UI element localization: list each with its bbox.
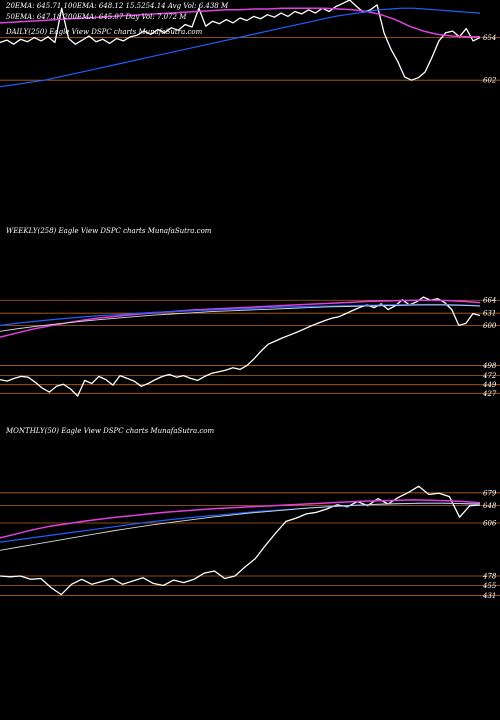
monthly-ema-white-line bbox=[0, 502, 481, 551]
daily-price-line bbox=[0, 0, 481, 81]
weekly-tick-label-6: 427 bbox=[482, 390, 497, 398]
monthly-tick-label-4: 455 bbox=[482, 582, 497, 590]
monthly-ema-magenta-line bbox=[0, 499, 481, 539]
monthly-tick-label-1: 648 bbox=[483, 502, 497, 510]
monthly-tick-label-5: 431 bbox=[482, 592, 496, 600]
daily-tick-label-1: 602 bbox=[483, 77, 497, 85]
daily-caption: DAILY(250) Eagle View DSPC charts Munafa… bbox=[5, 28, 203, 36]
weekly-tick-label-4: 472 bbox=[482, 372, 497, 380]
header-line-1: 20EMA: 645.71 100EMA: 648.12 15.5254.14 … bbox=[5, 2, 229, 10]
monthly-price-line bbox=[0, 485, 481, 596]
header-line-2: 50EMA: 647.18 200EMA: 645.07 Day Vol: 7.… bbox=[6, 13, 187, 21]
weekly-tick-label-3: 498 bbox=[482, 362, 497, 370]
weekly-caption: WEEKLY(258) Eagle View DSPC charts Munaf… bbox=[6, 227, 212, 235]
weekly-ema-white-line bbox=[0, 304, 481, 332]
weekly-ema-magenta-line bbox=[0, 299, 481, 338]
daily-panel: 654 602 bbox=[0, 0, 500, 88]
weekly-tick-label-1: 631 bbox=[483, 310, 496, 318]
weekly-ema-blue-line bbox=[0, 303, 481, 326]
monthly-tick-label-0: 679 bbox=[483, 489, 497, 497]
monthly-tick-label-3: 478 bbox=[482, 573, 497, 581]
daily-ema-magenta-line bbox=[0, 7, 480, 38]
weekly-tick-label-0: 664 bbox=[483, 297, 496, 305]
weekly-tick-label-5: 449 bbox=[482, 381, 497, 389]
daily-ema-blue-line bbox=[0, 7, 481, 88]
monthly-caption: MONTHLY(50) Eagle View DSPC charts Munaf… bbox=[5, 427, 215, 435]
daily-tick-label-0: 654 bbox=[483, 34, 496, 42]
monthly-tick-label-2: 606 bbox=[483, 520, 497, 528]
weekly-price-line bbox=[0, 296, 481, 397]
weekly-tick-label-2: 600 bbox=[483, 322, 497, 330]
